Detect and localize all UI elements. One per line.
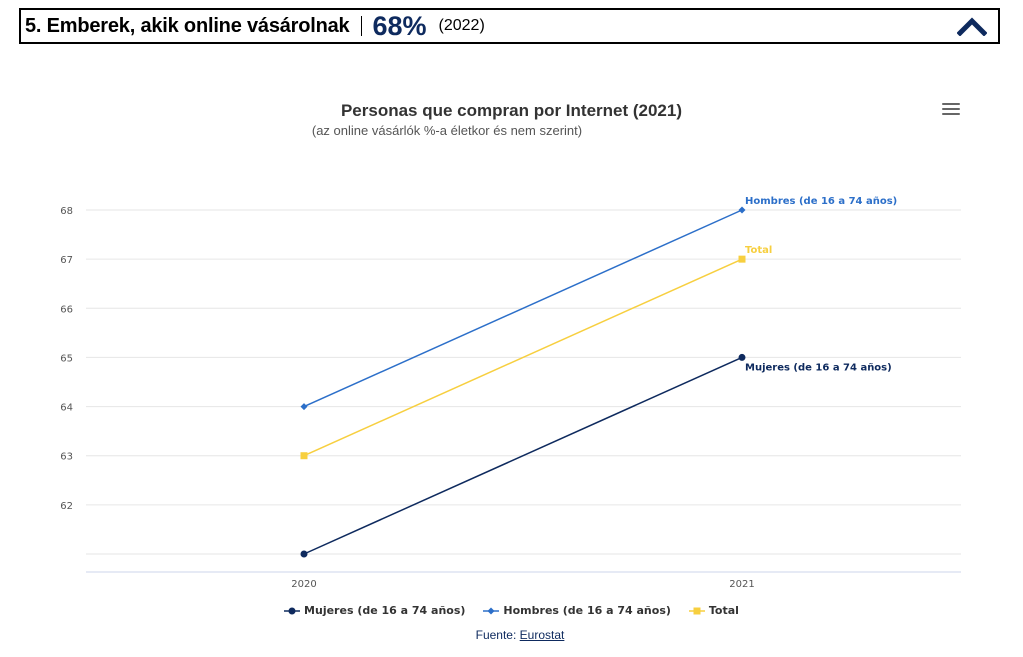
y-tick-label: 63 <box>60 452 73 463</box>
hamburger-menu-icon <box>942 103 960 105</box>
data-point-hombres <box>738 206 746 214</box>
series-line-mujeres <box>303 356 743 555</box>
legend-item-hombres[interactable]: Hombres (de 16 a 74 años) <box>483 604 671 617</box>
legend-item-total[interactable]: Total <box>688 604 739 617</box>
series-end-label-hombres: Hombres (de 16 a 74 años) <box>745 196 897 207</box>
chart-title: Personas que compran por Internet (2021) <box>340 101 683 120</box>
data-point-mujeres <box>738 353 746 361</box>
chevron-up-icon <box>957 17 987 36</box>
legend-symbol <box>284 607 301 614</box>
y-tick-label: 67 <box>60 255 73 266</box>
legend-label: Total <box>708 604 739 617</box>
series-end-label-total: Total <box>745 245 772 256</box>
legend-item-mujeres[interactable]: Mujeres (de 16 a 74 años) <box>284 604 465 617</box>
chart-menu-button[interactable] <box>942 103 960 117</box>
indicator-header: 5. Emberek, akik online vásárolnak 68% (… <box>19 8 1000 44</box>
chart-subtitle: (az online vásárlók %-a életkor és nem s… <box>311 123 583 138</box>
x-tick-label: 2020 <box>291 579 316 590</box>
data-point-hombres <box>300 403 308 411</box>
y-tick-label: 66 <box>60 304 73 315</box>
line-chart: 62 63 64 65 66 67 68 2020 2021 Mujeres (de 16 a 7… <box>60 196 961 590</box>
source-link[interactable]: Eurostat <box>519 628 565 642</box>
indicator-year: (2022) <box>438 17 485 34</box>
data-point-mujeres <box>300 550 308 558</box>
legend-symbol <box>483 607 500 614</box>
legend-label: Mujeres (de 16 a 74 años) <box>304 604 466 617</box>
indicator-title: 5. Emberek, akik online vásárolnak <box>25 14 350 37</box>
chart-legend: Mujeres (de 16 a 74 años) Hombres (de 16 … <box>0 604 1023 617</box>
indicator-value: 68% <box>372 10 427 41</box>
y-tick-label: 65 <box>60 353 73 364</box>
legend-label: Hombres (de 16 a 74 años) <box>503 604 671 617</box>
y-tick-label: 64 <box>60 403 73 414</box>
collapse-button[interactable] <box>956 13 988 39</box>
hamburger-menu-icon-bar <box>942 108 960 110</box>
series-line-hombres <box>303 209 743 408</box>
data-point-total <box>300 452 308 460</box>
legend-symbol <box>688 607 705 614</box>
series-end-label-mujeres: Mujeres (de 16 a 74 años) <box>745 362 892 373</box>
series-line-total <box>303 258 743 457</box>
y-tick-label: 68 <box>60 206 73 217</box>
x-tick-label: 2021 <box>729 579 754 590</box>
chart-source: Fuente: Eurostat <box>0 628 1023 642</box>
y-tick-label: 62 <box>60 501 73 512</box>
header-separator <box>361 16 363 36</box>
data-point-total <box>738 255 746 263</box>
hamburger-menu-icon-bar <box>942 113 960 115</box>
source-label: Fuente: <box>475 628 517 642</box>
